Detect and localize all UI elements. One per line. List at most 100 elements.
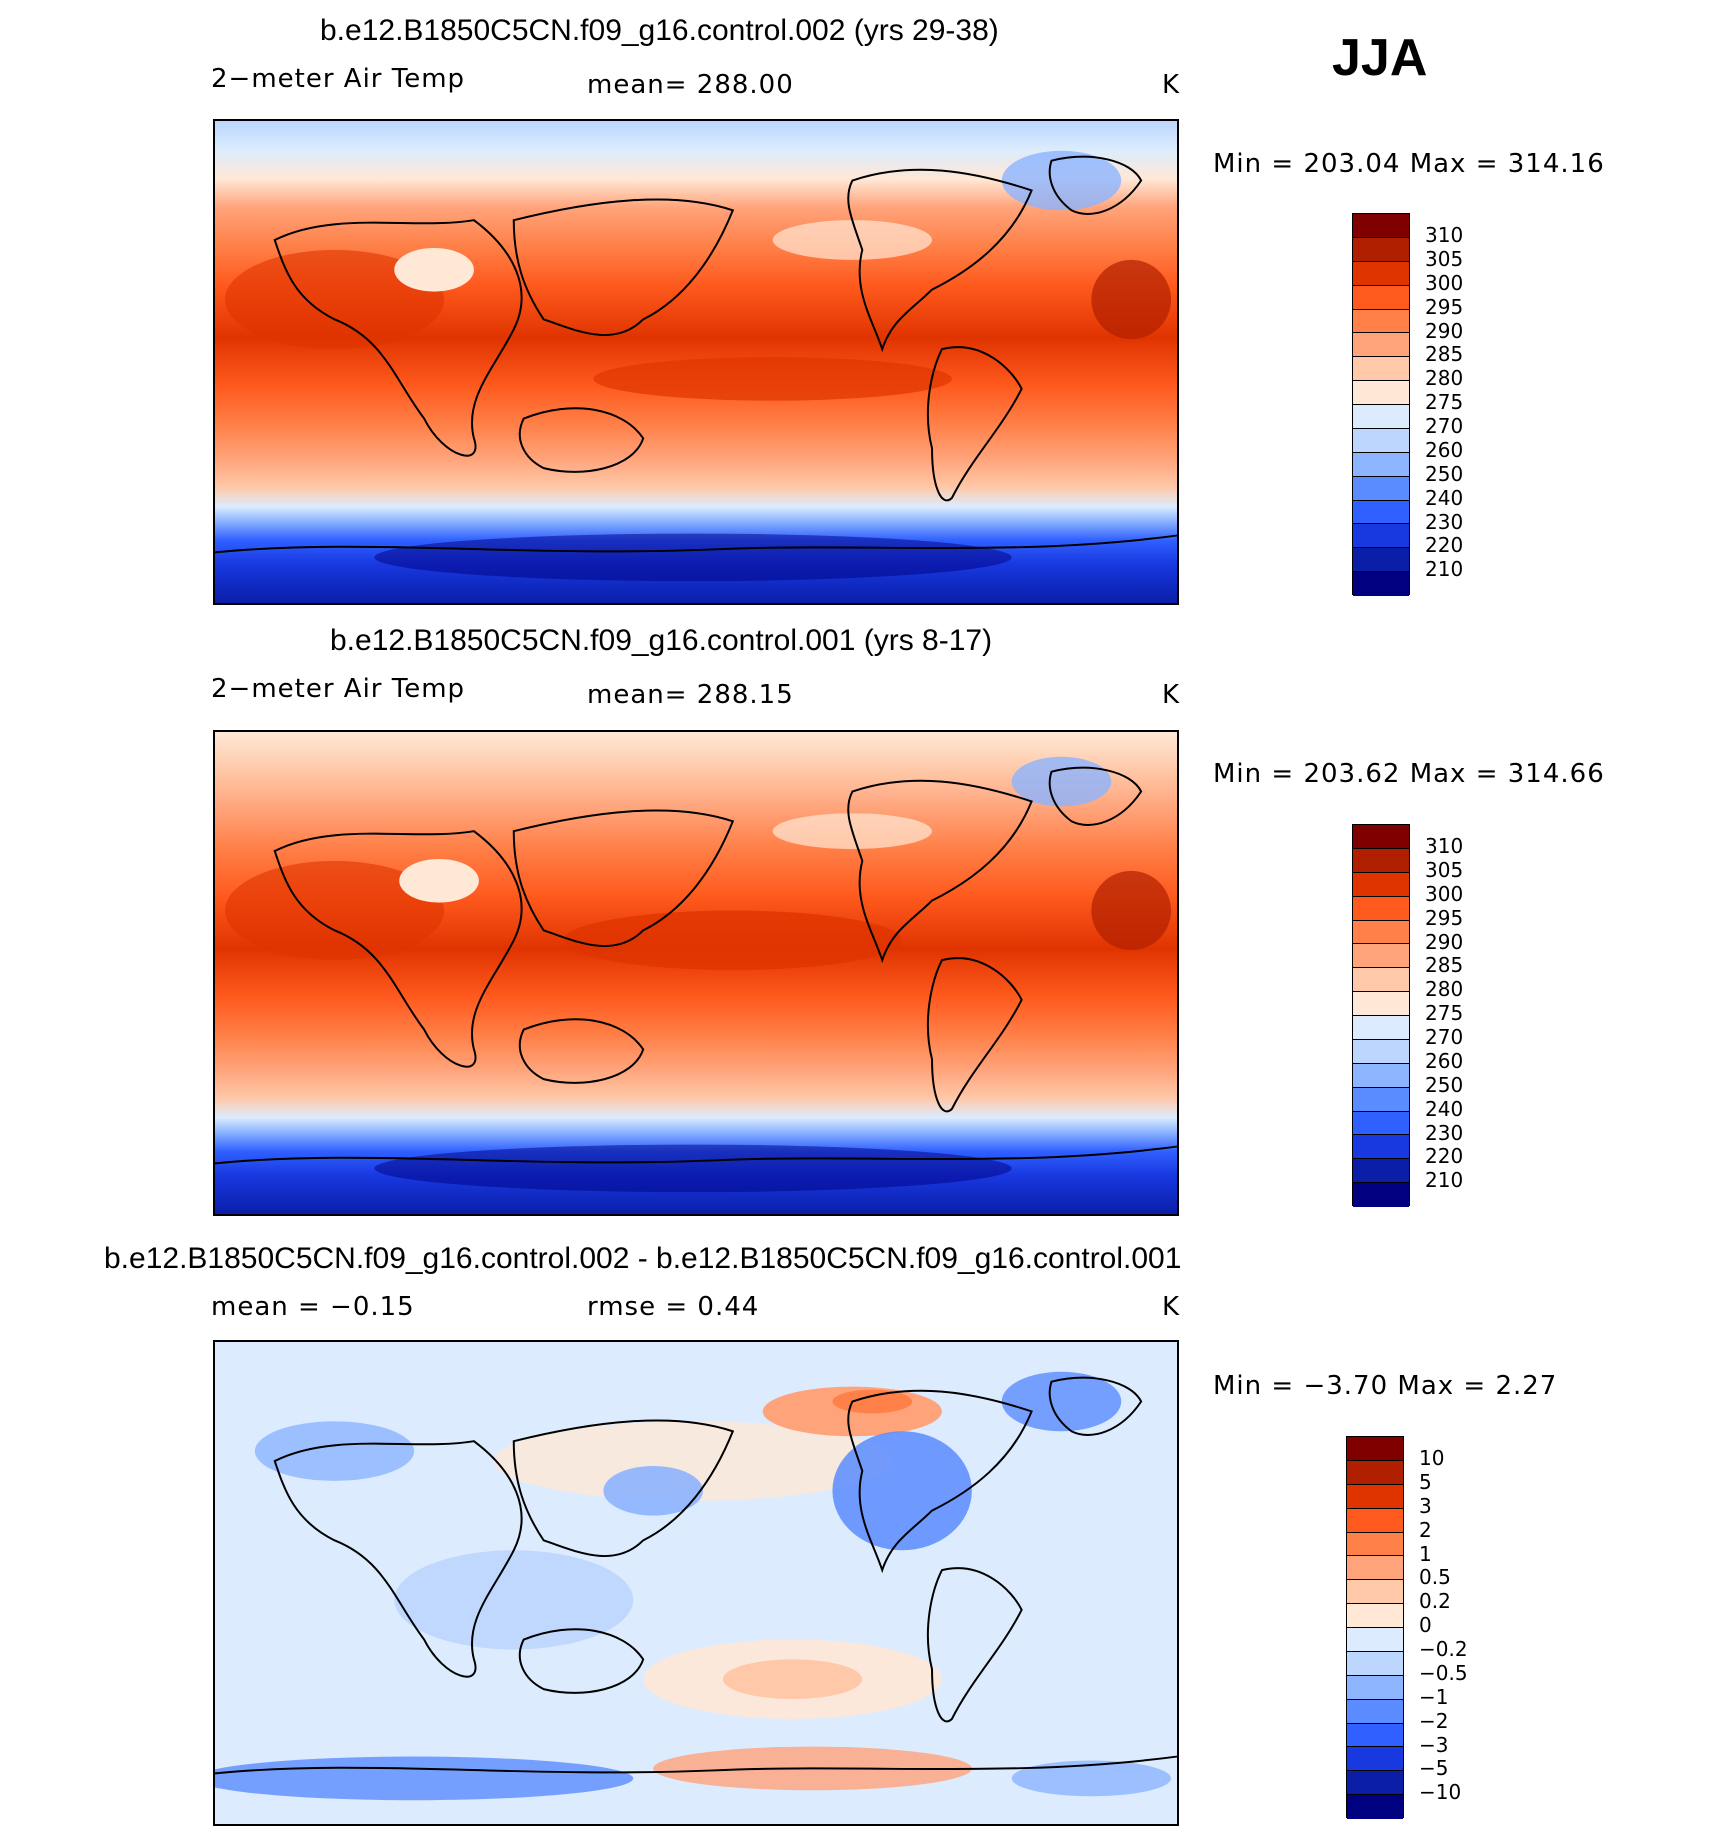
panel-2-variable-label: 2−meter Air Temp [211,674,466,704]
panel-2-title: b.e12.B1850C5CN.f09_g16.control.001 (yrs… [330,624,993,657]
panel-3-colorbar-tick-label: 3 [1419,1493,1432,1518]
panel-2-colorbar-tick-label: 230 [1425,1120,1464,1145]
panel-2-colorbar-segment [1353,872,1409,897]
panel-1-colorbar-segment [1353,500,1409,525]
panel-2-colorbar-tick-label: 260 [1425,1048,1464,1073]
panel-3-colorbar-tick-label: −0.5 [1419,1660,1468,1685]
panel-1-colorbar-segment [1353,381,1409,405]
panel-3-colorbar-segment [1347,1484,1403,1509]
panel-1-colorbar-segment [1353,572,1409,596]
panel-1-colorbar-segment [1353,524,1409,549]
panel-1-colorbar-segment [1353,237,1409,262]
panel-3-units-label: K [1162,1292,1181,1322]
panel-3-colorbar-segment [1347,1580,1403,1605]
panel-2-colorbar-tick-label: 295 [1425,905,1464,930]
panel-2-colorbar-labels: 310 305 300 295 290 285 280 275 270 260 250 240 230 2… [1425,836,1505,1218]
panel-3-colorbar-segment [1347,1437,1403,1461]
panel-1-colorbar-tick-label: 295 [1425,294,1464,319]
panel-2-colorbar-segment [1353,1183,1409,1207]
panel-2-colorbar-segment [1353,1135,1409,1160]
panel-1-colorbar-tick-label: 285 [1425,342,1464,367]
panel-1-colorbar-tick-label: 230 [1425,509,1464,534]
panel-2-colorbar-tick-label: 305 [1425,857,1464,882]
panel-3-colorbar-tick-label: 5 [1419,1469,1432,1494]
panel-1-colorbar-segment [1353,333,1409,358]
panel-2-mean-label: mean= 288.15 [587,680,794,710]
panel-2-colorbar-tick-label: 240 [1425,1096,1464,1121]
panel-2-colorbar-segment [1353,992,1409,1016]
panel-1-minmax-label: Min = 203.04 Max = 314.16 [1213,149,1605,179]
panel-3-colorbar-segment [1347,1532,1403,1557]
panel-2-colorbar-tick-label: 275 [1425,1001,1464,1026]
panel-2-colorbar-segment [1353,944,1409,969]
panel-2-colorbar-segment [1353,825,1409,849]
panel-3-colorbar-tick-label: 0.5 [1419,1565,1451,1590]
panel-3-colorbar-tick-label: −10 [1419,1780,1462,1805]
panel-2-colorbar-tick-label: 280 [1425,977,1464,1002]
panel-1-map-plot [215,121,1177,603]
panel-3-colorbar-tick-label: −0.2 [1419,1637,1468,1661]
panel-3-map [213,1340,1179,1826]
panel-3-colorbar-segment [1347,1747,1403,1772]
panel-2-units-label: K [1162,680,1181,710]
panel-2-colorbar-tick-label: 285 [1425,953,1464,978]
panel-2-colorbar-segment [1353,968,1409,993]
panel-1-colorbar-tick-label: 305 [1425,246,1464,271]
panel-1-colorbar-segment [1353,214,1409,238]
panel-2-colorbar-segment [1353,848,1409,873]
panel-3-map-plot [215,1342,1177,1824]
panel-3-colorbar-tick-label: 1 [1419,1541,1432,1566]
panel-3-colorbar-tick-label: 0 [1419,1613,1432,1638]
panel-2-colorbar-tick-label: 290 [1425,929,1464,954]
panel-3-colorbar-segment [1347,1699,1403,1724]
panel-3-colorbar-segment [1347,1771,1403,1796]
panel-2-colorbar-segment [1353,1111,1409,1136]
panel-3-colorbar-tick-label: 10 [1419,1446,1445,1470]
panel-1-colorbar-tick-label: 210 [1425,557,1464,582]
panel-2-colorbar-segment [1353,920,1409,945]
panel-3-title: b.e12.B1850C5CN.f09_g16.control.002 - b.… [104,1242,1182,1275]
panel-1-map [213,119,1179,605]
panel-3-minmax-label: Min = −3.70 Max = 2.27 [1213,1371,1558,1401]
panel-1-colorbar-tick-label: 250 [1425,461,1464,486]
panel-1-title: b.e12.B1850C5CN.f09_g16.control.002 (yrs… [320,14,999,47]
panel-2-colorbar [1352,824,1410,1207]
panel-1-colorbar-tick-label: 300 [1425,270,1464,295]
panel-1-mean-label: mean= 288.00 [587,70,794,100]
panel-2-colorbar-segment [1353,1087,1409,1112]
panel-3-rmse-label: rmse = 0.44 [587,1292,760,1322]
panel-1-colorbar-segment [1353,548,1409,573]
season-label: JJA [1332,29,1428,87]
panel-3-colorbar-tick-label: 0.2 [1419,1589,1451,1614]
panel-1-colorbar-segment [1353,428,1409,453]
panel-3-mean-label: mean = −0.15 [211,1292,415,1322]
panel-1-colorbar-segment [1353,309,1409,334]
panel-1-colorbar-tick-label: 310 [1425,223,1464,247]
panel-1-colorbar-tick-label: 290 [1425,318,1464,343]
panel-3-colorbar-segment [1347,1675,1403,1700]
panel-3-colorbar-segment [1347,1556,1403,1581]
panel-1-colorbar-tick-label: 280 [1425,366,1464,391]
panel-1-colorbar-segment [1353,261,1409,286]
panel-2-colorbar-tick-label: 310 [1425,834,1464,858]
panel-3-colorbar-segment [1347,1795,1403,1819]
panel-2-colorbar-tick-label: 300 [1425,881,1464,906]
panel-1-colorbar-tick-label: 270 [1425,414,1464,438]
panel-3-colorbar-segment [1347,1723,1403,1748]
panel-1-colorbar-tick-label: 275 [1425,390,1464,415]
panel-1-variable-label: 2−meter Air Temp [211,64,466,94]
panel-3-colorbar [1346,1436,1404,1819]
panel-2-colorbar-segment [1353,1039,1409,1064]
panel-1-colorbar-labels: 310 305 300 295 290 285 280 275 270 260 250 240 230 2… [1425,225,1505,607]
panel-3-colorbar-segment [1347,1651,1403,1676]
panel-2-map [213,730,1179,1216]
panel-2-colorbar-segment [1353,1016,1409,1040]
panel-3-colorbar-tick-label: −1 [1419,1684,1449,1709]
panel-3-colorbar-segment [1347,1460,1403,1485]
panel-3-colorbar-tick-label: −3 [1419,1732,1449,1757]
panel-1-colorbar-tick-label: 240 [1425,485,1464,510]
panel-2-colorbar-segment [1353,896,1409,921]
panel-1-colorbar [1352,213,1410,596]
panel-1-colorbar-segment [1353,405,1409,429]
panel-3-colorbar-segment [1347,1628,1403,1652]
